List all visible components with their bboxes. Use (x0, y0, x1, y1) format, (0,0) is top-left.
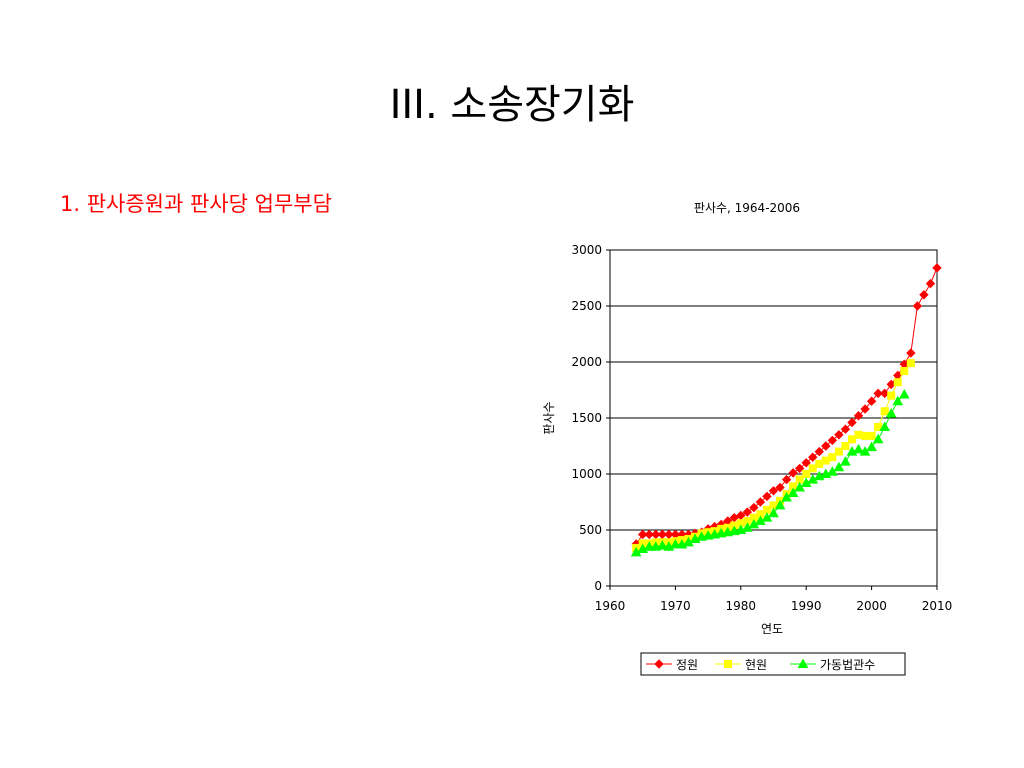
series-1-point (821, 441, 831, 451)
y-tick-label: 3000 (571, 243, 602, 257)
y-tick-label: 1500 (571, 411, 602, 425)
x-tick-label: 2000 (856, 599, 887, 613)
x-tick-label: 1990 (791, 599, 822, 613)
series-1-point (788, 468, 798, 478)
legend-marker (797, 658, 809, 668)
series-1-point (873, 388, 883, 399)
legend-marker (654, 659, 664, 669)
y-tick-label: 500 (579, 523, 602, 537)
series-2-point (815, 459, 824, 468)
series-3-point (833, 461, 845, 472)
series-1-point (827, 435, 838, 446)
series-2-point (887, 391, 896, 400)
bullet-heading: 1. 판사증원과 판사당 업무부담 (60, 192, 332, 216)
series-1-point (749, 502, 759, 513)
series-1-point (808, 452, 818, 462)
legend-marker (724, 660, 732, 668)
series-1-point (768, 486, 779, 496)
series-2-point (821, 456, 830, 465)
series-3-point (872, 433, 884, 444)
x-tick-label: 1980 (726, 599, 757, 613)
series-1-point (644, 529, 654, 540)
series-1-point (906, 348, 916, 358)
x-tick-label: 2010 (922, 599, 953, 613)
legend-label: 정원 (676, 658, 698, 672)
series-1-point (781, 474, 792, 485)
series-2-point (854, 430, 863, 439)
series-3-point (853, 443, 864, 454)
chart-title: 판사수, 1964-2006 (694, 201, 800, 215)
series-3-point (670, 539, 681, 549)
series-1-point (775, 482, 785, 493)
plot-area (609, 249, 938, 587)
series-3-point (885, 408, 897, 418)
series-1-point (742, 507, 753, 517)
x-tick-label: 1970 (660, 599, 691, 613)
series-3-point (774, 499, 786, 510)
series-2-point (906, 359, 915, 368)
series-1-point (814, 446, 824, 457)
y-tick-label: 1000 (571, 467, 602, 481)
series-2-point (893, 378, 902, 387)
x-axis-label: 연도 (761, 622, 783, 636)
series-2-point (847, 435, 856, 444)
series-3-point (898, 388, 910, 399)
series-1-point (801, 458, 811, 468)
y-tick-label: 2500 (571, 299, 602, 313)
series-1-point (925, 278, 936, 289)
series-2-point (834, 447, 843, 456)
series-1-point (860, 404, 870, 414)
series-3-point (643, 541, 655, 551)
y-tick-label: 2000 (571, 355, 602, 369)
series-1-point (794, 463, 805, 474)
series-3-point (768, 507, 779, 518)
series-3-point (787, 487, 799, 498)
series-1-point (834, 430, 844, 440)
series-1-point (866, 396, 877, 406)
legend-label: 현원 (745, 658, 767, 672)
series-3-point (866, 441, 877, 452)
series-2-point (802, 470, 811, 478)
series-1-point (840, 424, 851, 434)
series-2-point (861, 431, 870, 440)
series-3-point (656, 540, 668, 550)
series-3-point (840, 456, 851, 466)
x-tick-label: 1960 (595, 599, 626, 613)
y-axis-label: 판사수 (542, 401, 556, 434)
series-1-point (919, 290, 929, 300)
series-1-point (853, 411, 864, 421)
series-line-1 (635, 267, 938, 545)
series-2-point (808, 464, 817, 473)
y-tick-label: 0 (594, 579, 602, 593)
series-1-point (847, 417, 857, 428)
series-3-point (892, 395, 904, 406)
legend-label: 가동법관수 (820, 658, 875, 672)
series-3-point (879, 421, 891, 431)
series-1-point (762, 491, 772, 502)
series-1-point (932, 263, 942, 273)
legend-box (640, 652, 906, 676)
series-2-point (880, 407, 889, 416)
series-1-point (755, 497, 766, 507)
series-1-point (912, 301, 923, 311)
series-2-point (828, 453, 837, 462)
series-2-point (900, 366, 909, 375)
series-1-point (637, 529, 648, 540)
slide-title: III. 소송장기화 (389, 82, 635, 128)
series-2-point (867, 431, 876, 440)
series-2-point (841, 442, 850, 450)
